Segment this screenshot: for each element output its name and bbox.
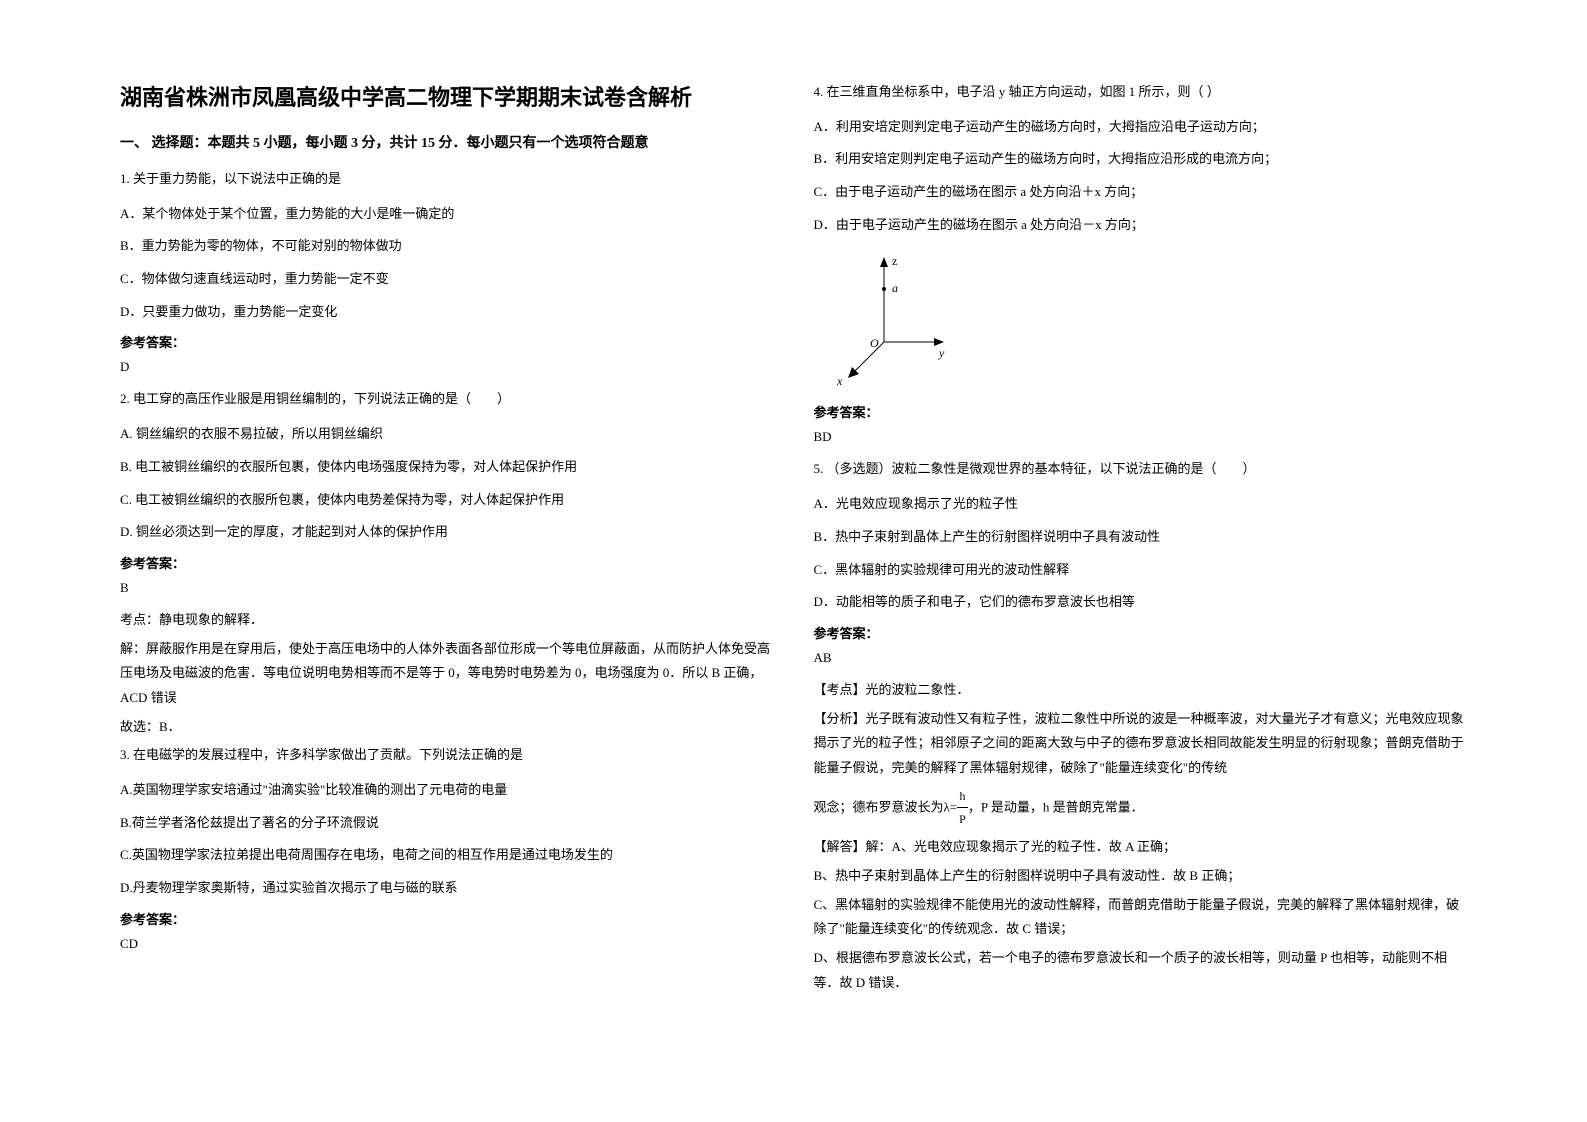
q5-optA: A．光电效应现象揭示了光的粒子性 [814,492,1468,517]
q3-answer: CD [120,936,774,952]
q5-stem: 5. （多选题）波粒二象性是微观世界的基本特征，以下说法正确的是（ ） [814,457,1468,482]
q5-exp6: C、黑体辐射的实验规律不能使用光的波动性解释，而普朗克借助于能量子假说，完美的解… [814,893,1468,942]
q5-optB: B．热中子束射到晶体上产生的衍射图样说明中子具有波动性 [814,525,1468,550]
q4-optC: C．由于电子运动产生的磁场在图示 a 处方向沿＋x 方向； [814,180,1468,205]
q4-optB: B．利用安培定则判定电子运动产生的磁场方向时，大拇指应沿形成的电流方向； [814,147,1468,172]
q5-exp2: 【分析】光子既有波动性又有粒子性，波粒二象性中所说的波是一种概率波，对大量光子才… [814,707,1468,781]
q5-optC: C．黑体辐射的实验规律可用光的波动性解释 [814,558,1468,583]
q2-stem: 2. 电工穿的高压作业服是用铜丝编制的，下列说法正确的是（ ） [120,387,774,412]
q3-optA: A.英国物理学家安培通过"油滴实验"比较准确的测出了元电荷的电量 [120,778,774,803]
q4-answer-label: 参考答案： [814,402,1468,421]
q2-answer-label: 参考答案： [120,553,774,572]
fraction-num: h [957,785,968,809]
q4-stem: 4. 在三维直角坐标系中，电子沿 y 轴正方向运动，如图 1 所示，则（ ） [814,80,1468,105]
section-header: 一、 选择题：本题共 5 小题，每小题 3 分，共计 15 分．每小题只有一个选… [120,132,774,152]
q3-answer-label: 参考答案： [120,909,774,928]
q2-optB: B. 电工被铜丝编织的衣服所包裹，使体内电场强度保持为零，对人体起保护作用 [120,455,774,480]
fraction-den: P [957,808,968,831]
q5-exp3-pre: 观念；德布罗意波长为λ= [814,799,958,814]
q1-answer-label: 参考答案： [120,332,774,351]
q2-exp1: 考点：静电现象的解释． [120,608,774,633]
x-label: x [836,374,843,387]
fraction: hP [957,785,968,832]
q3-optB: B.荷兰学者洛伦兹提出了著名的分子环流假说 [120,811,774,836]
q5-exp3: 观念；德布罗意波长为λ=hP，P 是动量，h 是普朗克常量． [814,785,1468,832]
q1-answer: D [120,359,774,375]
q5-exp4: 【解答】解：A、光电效应现象揭示了光的粒子性．故 A 正确； [814,835,1468,860]
y-label: y [938,346,945,360]
q5-optD: D．动能相等的质子和电子，它们的德布罗意波长也相等 [814,590,1468,615]
q5-exp7: D、根据德布罗意波长公式，若一个电子的德布罗意波长和一个质子的波长相等，则动量 … [814,946,1468,995]
page-title: 湖南省株洲市凤凰高级中学高二物理下学期期末试卷含解析 [120,80,774,112]
q2-optA: A. 铜丝编织的衣服不易拉破，所以用铜丝编织 [120,422,774,447]
a-label: a [892,281,898,295]
q4-optD: D．由于电子运动产生的磁场在图示 a 处方向沿－x 方向； [814,213,1468,238]
q2-answer: B [120,580,774,596]
q1-stem: 1. 关于重力势能，以下说法中正确的是 [120,167,774,192]
coordinate-diagram: z a O y x [834,247,1468,392]
coord-svg: z a O y x [834,247,954,387]
q5-answer-label: 参考答案： [814,623,1468,642]
q3-optC: C.英国物理学家法拉弟提出电荷周围存在电场，电荷之间的相互作用是通过电场发生的 [120,843,774,868]
q5-exp1: 【考点】光的波粒二象性． [814,678,1468,703]
q5-answer: AB [814,650,1468,666]
q1-optB: B．重力势能为零的物体，不可能对别的物体做功 [120,234,774,259]
q2-optD: D. 铜丝必须达到一定的厚度，才能起到对人体的保护作用 [120,520,774,545]
q2-exp2: 解：屏蔽服作用是在穿用后，使处于高压电场中的人体外表面各部位形成一个等电位屏蔽面… [120,637,774,711]
z-label: z [892,254,897,268]
q3-stem: 3. 在电磁学的发展过程中，许多科学家做出了贡献。下列说法正确的是 [120,743,774,768]
q1-optC: C．物体做匀速直线运动时，重力势能一定不变 [120,267,774,292]
q2-optC: C. 电工被铜丝编织的衣服所包裹，使体内电势差保持为零，对人体起保护作用 [120,488,774,513]
q1-optD: D．只要重力做功，重力势能一定变化 [120,300,774,325]
q1-optA: A．某个物体处于某个位置，重力势能的大小是唯一确定的 [120,202,774,227]
q5-exp3-post: ，P 是动量，h 是普朗克常量． [968,799,1144,814]
q5-exp5: B、热中子束射到晶体上产生的衍射图样说明中子具有波动性．故 B 正确； [814,864,1468,889]
q3-optD: D.丹麦物理学家奥斯特，通过实验首次揭示了电与磁的联系 [120,876,774,901]
q4-answer: BD [814,429,1468,445]
q4-optA: A．利用安培定则判定电子运动产生的磁场方向时，大拇指应沿电子运动方向； [814,115,1468,140]
q2-exp3: 故选：B． [120,715,774,740]
